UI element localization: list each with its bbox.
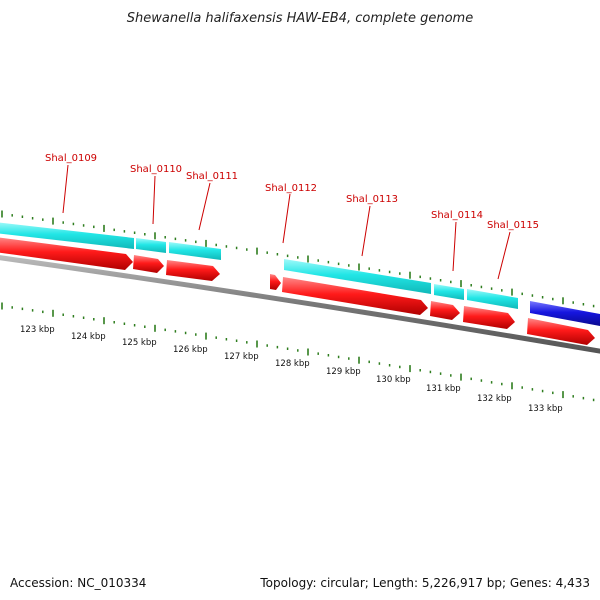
cds-arrow[interactable] [463, 306, 515, 329]
gene-label-shal-0109[interactable]: Shal_0109 [45, 153, 97, 164]
kbp-label: 132 kbp [477, 394, 512, 404]
leader-line [361, 205, 371, 257]
cds-arrow[interactable] [527, 318, 595, 345]
leader-line [282, 193, 291, 244]
leader-line [497, 231, 511, 280]
cds-track-lower [0, 237, 595, 345]
kbp-label: 126 kbp [173, 345, 208, 355]
leader-line [152, 175, 156, 225]
cds-feature[interactable] [284, 259, 431, 294]
genome-backbone [0, 255, 600, 354]
cds-feature[interactable] [136, 238, 166, 253]
leader-line [198, 182, 211, 231]
map-title: Shewanella halifaxensis HAW-EB4, complet… [127, 11, 473, 26]
cds-feature[interactable] [0, 222, 134, 249]
cds-feature[interactable] [169, 242, 221, 260]
gene-leader-lines [62, 164, 511, 280]
leader-line [62, 164, 69, 214]
genome-summary-text: Topology: circular; Length: 5,226,917 bp… [259, 576, 590, 590]
gene-label-shal-0112[interactable]: Shal_0112 [265, 183, 317, 194]
kbp-label: 130 kbp [376, 375, 411, 385]
lower-tick-track [1, 302, 595, 402]
cds-arrow[interactable] [282, 277, 428, 315]
gene-label-shal-0110[interactable]: Shal_0110 [130, 164, 182, 175]
cds-arrow[interactable] [270, 274, 281, 290]
kbp-label: 125 kbp [122, 338, 157, 348]
cds-feature[interactable] [467, 289, 518, 309]
kbp-label: 129 kbp [326, 367, 361, 377]
kbp-label: 131 kbp [426, 384, 461, 394]
kbp-label: 124 kbp [71, 332, 106, 342]
gene-label-shal-0115[interactable]: Shal_0115 [487, 220, 539, 231]
cds-feature-blue[interactable] [530, 301, 600, 326]
cds-arrow[interactable] [0, 237, 133, 270]
cds-arrow[interactable] [430, 301, 460, 320]
kbp-label: 123 kbp [20, 325, 55, 335]
cds-arrow[interactable] [166, 260, 220, 281]
leader-line [452, 221, 457, 272]
upper-tick-track [1, 210, 595, 308]
scale-labels: 123 kbp 124 kbp 125 kbp 126 kbp 127 kbp … [20, 325, 563, 414]
gene-label-shal-0113[interactable]: Shal_0113 [346, 194, 398, 205]
accession-text: Accession: NC_010334 [10, 576, 146, 590]
kbp-label: 128 kbp [275, 359, 310, 369]
gene-label-shal-0114[interactable]: Shal_0114 [431, 210, 483, 221]
cds-track-upper [0, 222, 600, 326]
cds-arrow[interactable] [133, 255, 164, 273]
gene-label-shal-0111[interactable]: Shal_0111 [186, 171, 238, 182]
cds-feature[interactable] [434, 284, 464, 300]
kbp-label: 133 kbp [528, 404, 563, 414]
kbp-label: 127 kbp [224, 352, 259, 362]
